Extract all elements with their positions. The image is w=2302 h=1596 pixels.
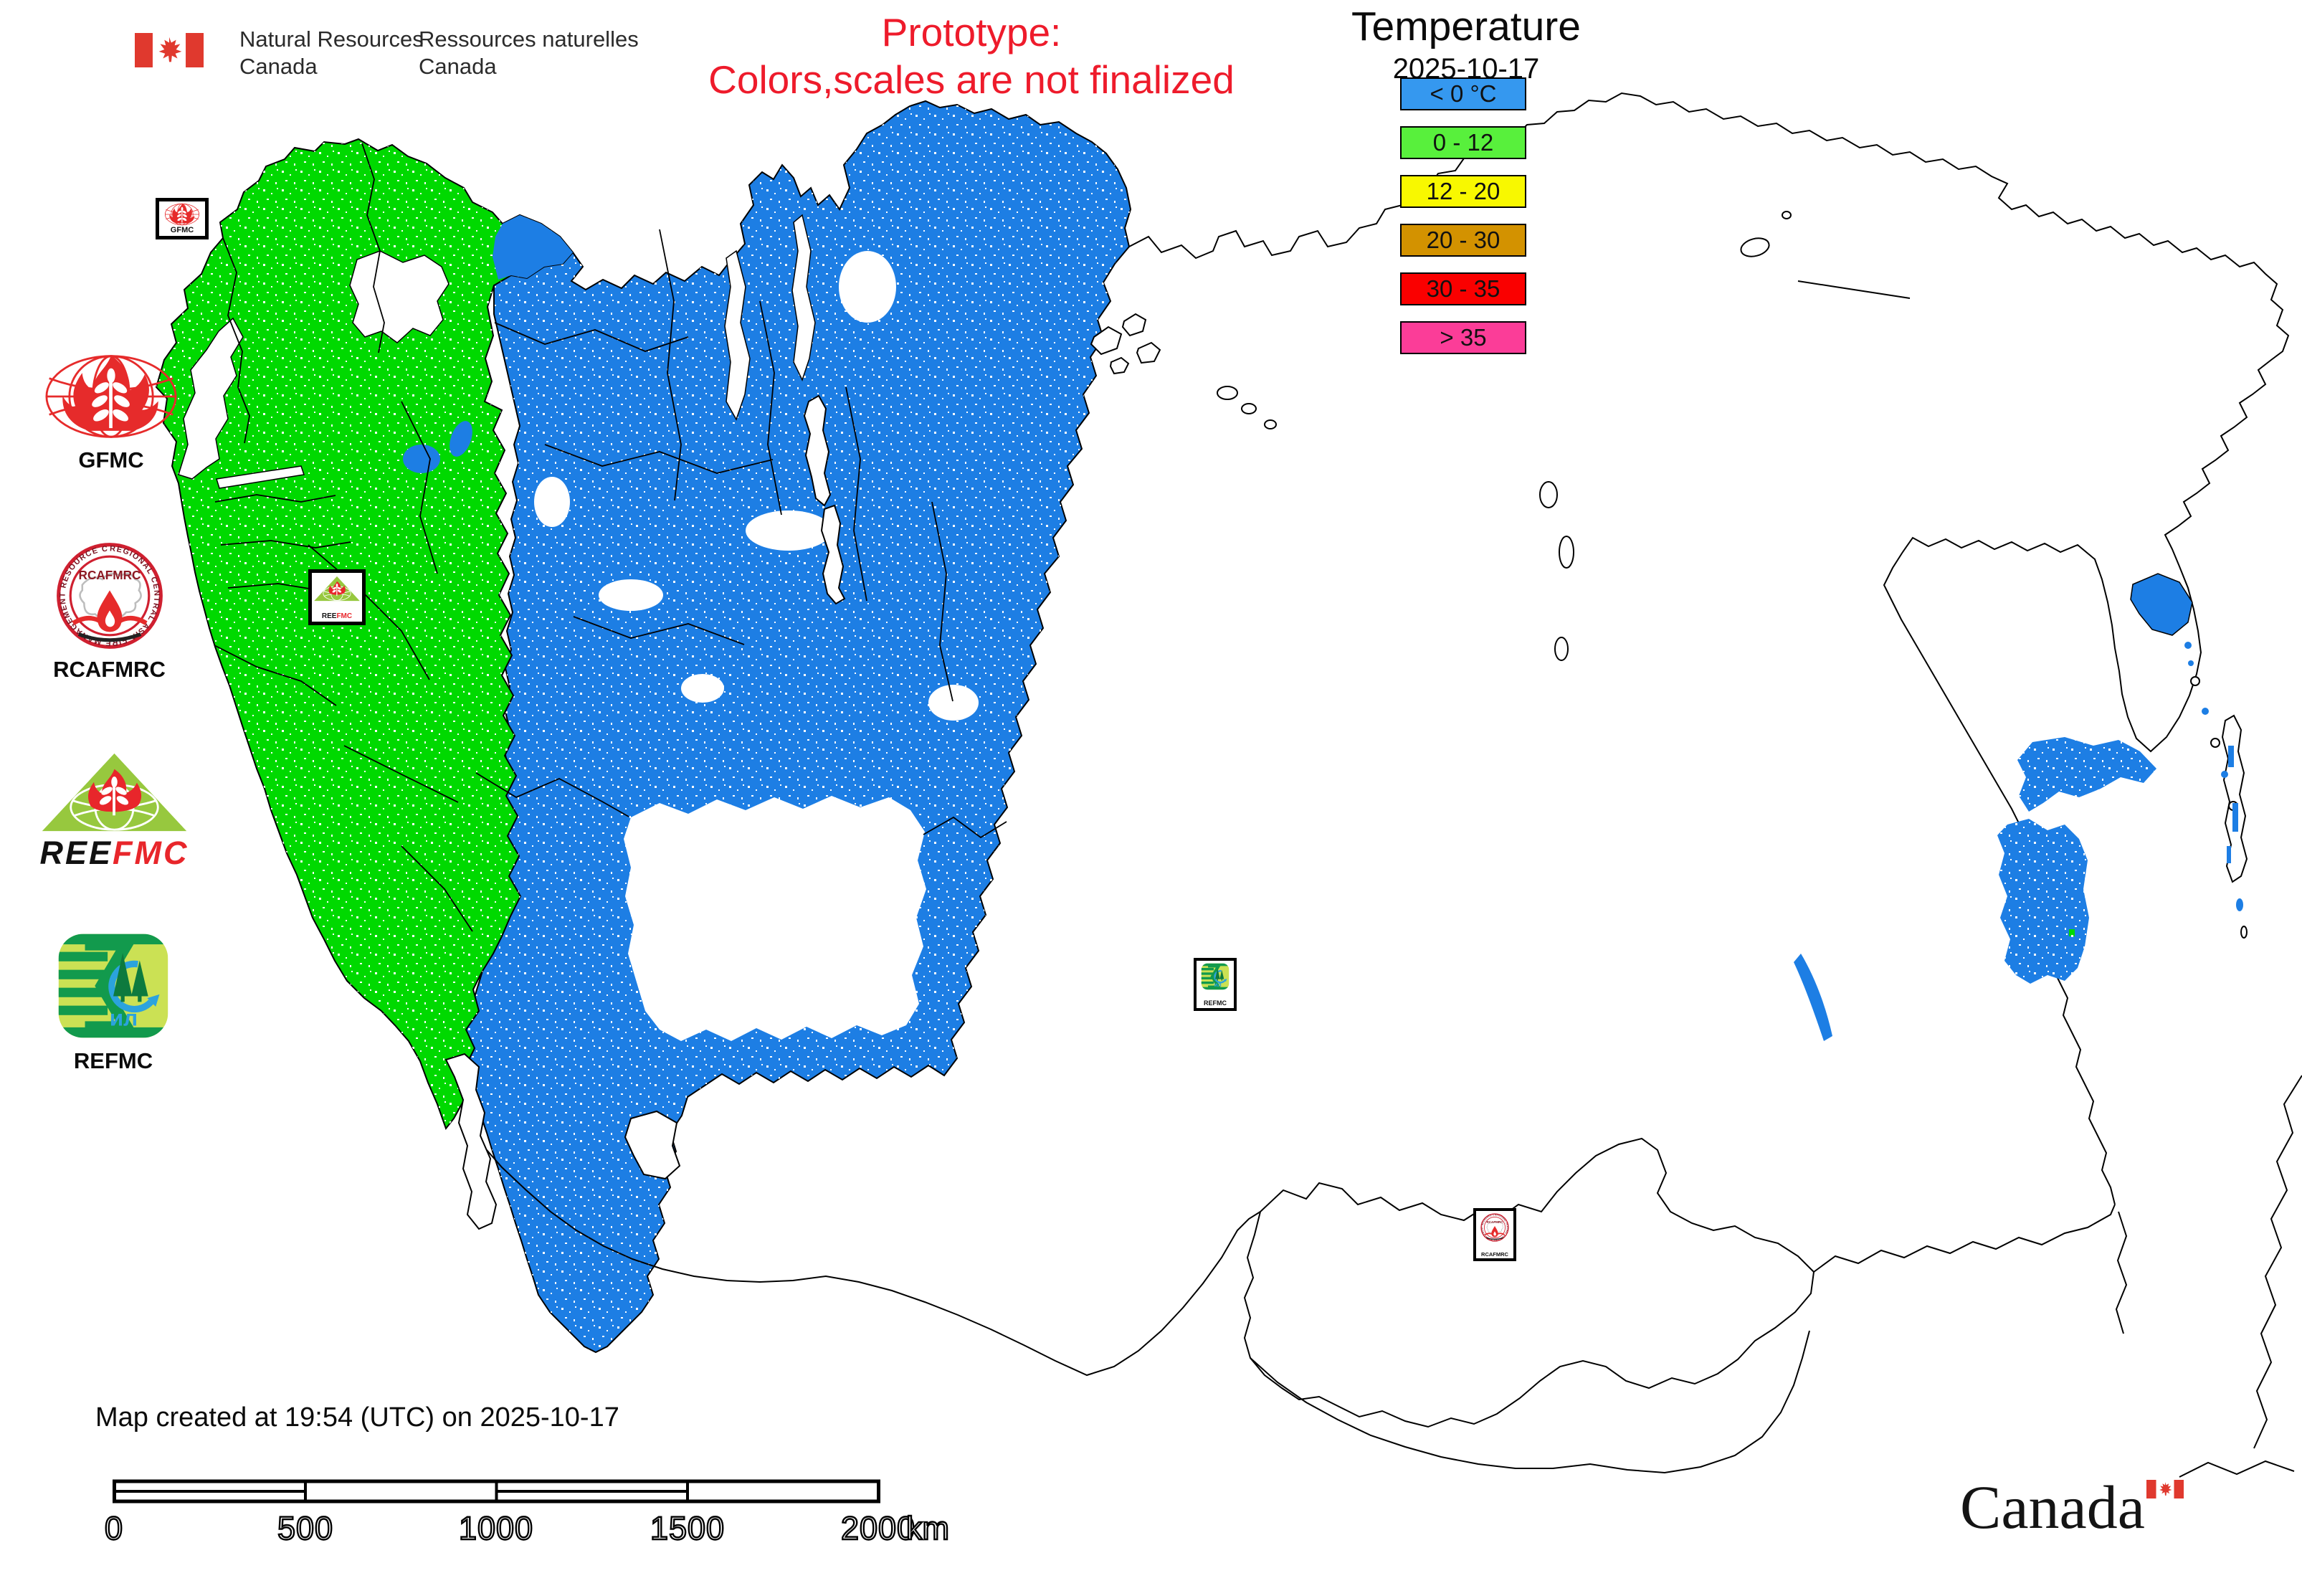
scale-unit: km <box>905 1509 950 1547</box>
legend-item: 20 - 30 <box>1400 224 1526 257</box>
legend-item: 12 - 20 <box>1400 175 1526 208</box>
east-patch-speckle <box>1997 737 2156 984</box>
water-bodies <box>178 214 816 489</box>
lake-ladoga <box>403 445 440 473</box>
no-data-holes <box>534 251 979 1041</box>
scale-tick: 2000 <box>840 1509 916 1547</box>
rcafmrc-label: RCAFMRC <box>53 657 166 682</box>
scale-tick: 1000 <box>458 1509 534 1547</box>
map-marker-refmc: REFMC <box>1194 958 1237 1011</box>
legend-item: < 0 °C <box>1400 77 1526 110</box>
map-marker-gfmc: GFMC <box>156 198 209 239</box>
legend-header: Temperature 2025-10-17 <box>1323 3 1609 85</box>
nrcan-title-en: Natural Resources Canada <box>239 27 424 79</box>
refmc-logo-icon <box>1201 962 1230 991</box>
scale-tick: 0 <box>104 1509 124 1547</box>
reefmc-logo-icon <box>41 752 188 832</box>
gfmc-label: GFMC <box>78 447 144 472</box>
marker-label: RCAFMRC <box>1481 1250 1508 1258</box>
gfmc-logo-icon <box>164 203 200 226</box>
marker-label: REFMC <box>1204 999 1227 1007</box>
scale-tick: 1500 <box>650 1509 726 1547</box>
reefmc-wordmark: REEFMC <box>39 835 189 871</box>
canada-wordmark: Canada <box>1960 1473 2145 1542</box>
caspian-aral <box>444 1053 681 1230</box>
scale-bar <box>113 1479 880 1504</box>
nrcan-title-fr: Ressources naturelles Canada <box>419 27 639 79</box>
scale-tick: 500 <box>277 1509 334 1547</box>
marker-label: REEFMC <box>321 612 353 620</box>
lake-onega <box>450 421 472 457</box>
marker-label: GFMC <box>170 226 194 234</box>
rcafmrc-logo-icon <box>52 539 168 652</box>
legend-item: 0 - 12 <box>1400 126 1526 159</box>
refmc-label: REFMC <box>73 1048 153 1073</box>
gfmc-logo-icon <box>45 354 177 438</box>
rcafmrc-logo-icon <box>1480 1212 1510 1243</box>
canada-wordmark-flag-icon <box>2146 1480 2184 1498</box>
refmc-logo-icon <box>56 932 171 1040</box>
map-created-note: Map created at 19:54 (UTC) on 2025-10-17 <box>95 1402 619 1433</box>
legend-title: Temperature <box>1351 4 1581 49</box>
map-marker-reefmc: REEFMC <box>308 569 366 625</box>
map-marker-rcafmrc: RCAFMRC <box>1473 1208 1516 1261</box>
temperature-legend: < 0 °C 0 - 12 12 - 20 20 - 30 30 - 35 > … <box>1400 77 1526 370</box>
legend-item: > 35 <box>1400 321 1526 354</box>
admin-borders <box>214 143 1007 932</box>
coastlines-east <box>464 92 2302 1478</box>
kola-cold-patch <box>493 215 573 280</box>
nrcan-flag-icon <box>135 33 204 67</box>
legend-item: 30 - 35 <box>1400 272 1526 305</box>
reefmc-logo-icon <box>313 576 361 602</box>
prototype-warning: Prototype: Colors,scales are not finaliz… <box>708 10 1235 102</box>
